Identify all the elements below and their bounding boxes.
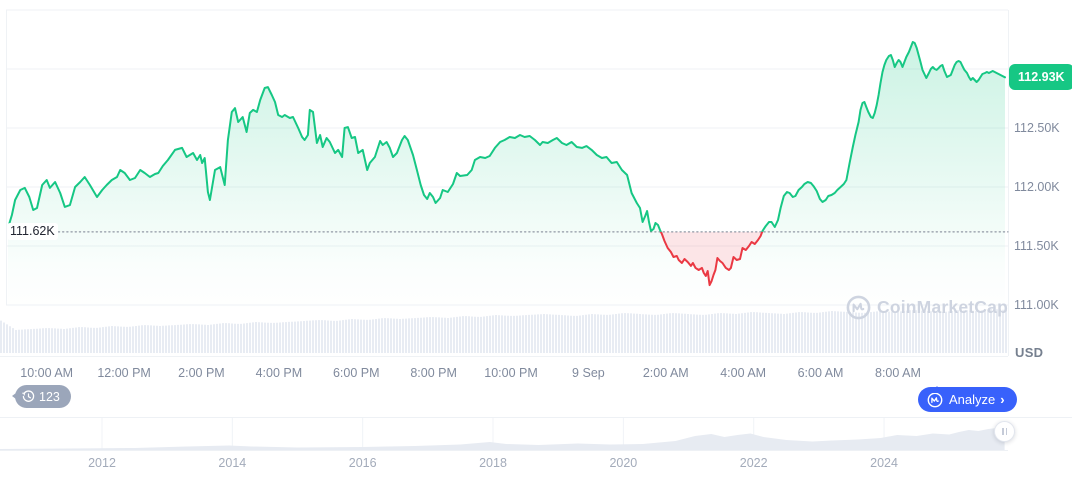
analyze-logo-icon: [927, 392, 943, 408]
x-axis-tick-4: 6:00 PM: [332, 366, 380, 380]
x-axis-tick-10: 6:00 AM: [797, 366, 844, 380]
x-axis-tick-6: 10:00 PM: [484, 366, 538, 380]
x-axis-tick-1: 12:00 PM: [97, 366, 151, 380]
currency-label: USD: [1015, 345, 1044, 360]
y-axis-tick-111-00k: 111.00K: [1014, 298, 1059, 312]
timeline-year-2024: 2024: [870, 456, 898, 470]
watermark-text: CoinMarketCap: [877, 297, 1008, 317]
timeline-year-2012: 2012: [88, 456, 116, 470]
coinmarketcap-logo-icon: [846, 295, 871, 320]
x-axis-tick-0: 10:00 AM: [20, 366, 74, 380]
coinmarketcap-watermark: CoinMarketCap: [846, 295, 1008, 320]
x-axis-tick-5: 8:00 PM: [410, 366, 457, 380]
baseline-price-label: 111.62K: [7, 222, 58, 240]
x-axis-tick-8: 2:00 AM: [642, 366, 689, 380]
timeline-year-2020: 2020: [609, 456, 638, 470]
history-badge[interactable]: 123: [12, 385, 71, 408]
timeline-year-2016: 2016: [348, 456, 377, 470]
y-axis-tick-111-50k: 111.50K: [1014, 239, 1059, 253]
x-axis-tick-2: 2:00 PM: [178, 366, 225, 380]
last-price-badge: 112.93K: [1009, 64, 1072, 91]
analyze-button[interactable]: Analyze ›: [918, 386, 1017, 412]
timeline-year-2022: 2022: [739, 456, 768, 470]
timeline-year-2018: 2018: [479, 456, 507, 470]
history-badge-count: 123: [39, 389, 60, 404]
analyze-button-label: Analyze: [949, 392, 996, 407]
x-axis-tick-7: 9 Sep: [572, 366, 605, 380]
chevron-right-icon: ›: [1000, 392, 1005, 407]
y-axis-tick-112-00k: 112.00K: [1014, 180, 1060, 194]
timeline-range-handle[interactable]: [994, 421, 1015, 442]
x-axis-tick-3: 4:00 PM: [255, 366, 303, 380]
x-axis-tick-9: 4:00 AM: [720, 366, 767, 380]
x-axis-tick-11: 8:00 AM: [875, 366, 921, 380]
y-axis-tick-112-50k: 112.50K: [1014, 121, 1060, 135]
history-clock-icon: [22, 390, 35, 403]
timeline-year-2014: 2014: [218, 456, 247, 470]
